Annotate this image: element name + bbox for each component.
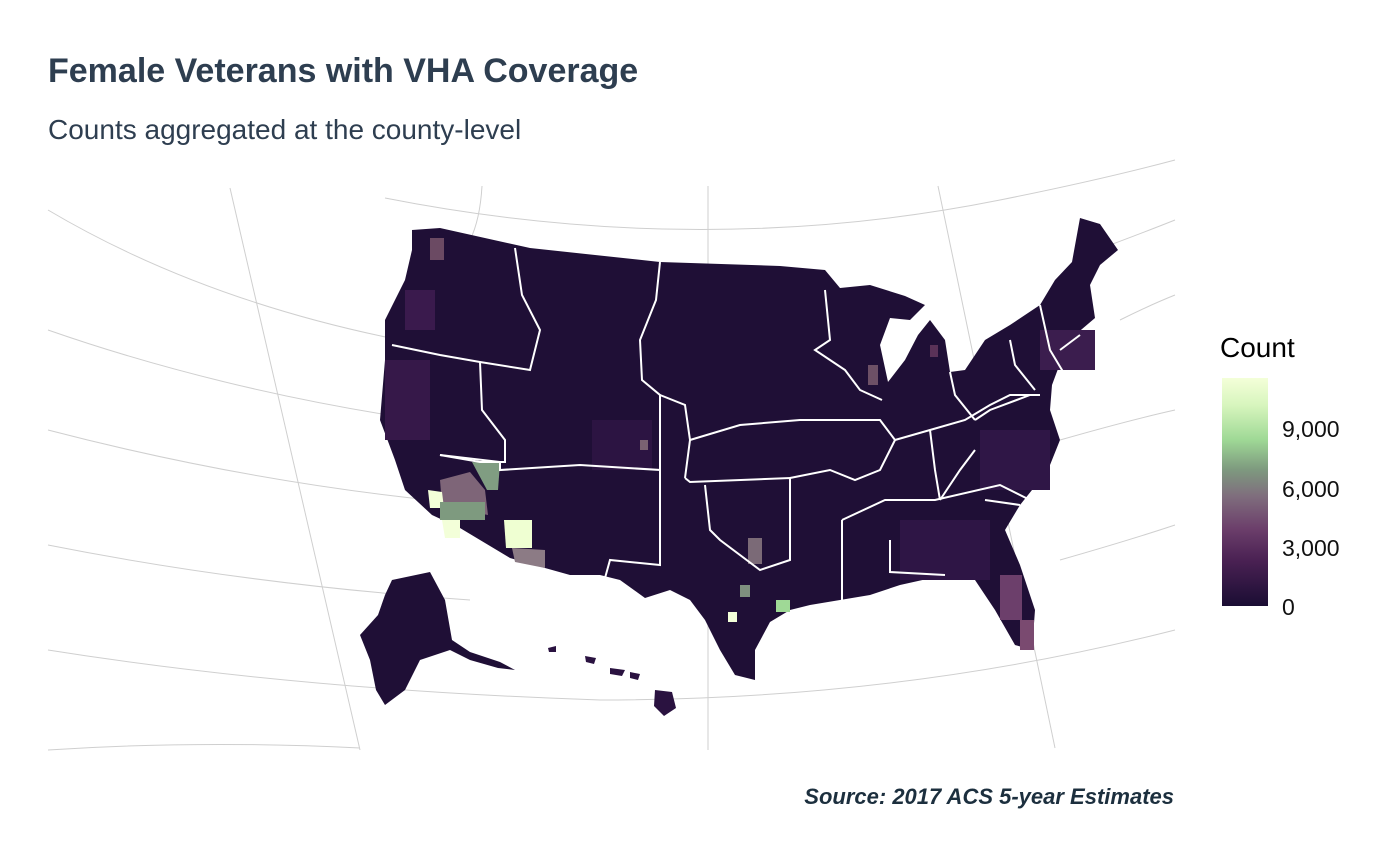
legend-tick (1268, 488, 1276, 490)
county-highlights (385, 238, 1095, 650)
source-caption: Source: 2017 ACS 5-year Estimates (804, 784, 1174, 809)
legend-tick (1268, 429, 1276, 431)
legend-tick-label-6000: 6,000 (1282, 476, 1340, 502)
legend-tick-label-3000: 3,000 (1282, 535, 1340, 561)
map-subtitle: Counts aggregated at the county-level (48, 114, 522, 145)
legend-tick (1268, 606, 1276, 608)
legend-title: Count (1220, 332, 1295, 363)
alaska-shape (360, 572, 515, 705)
map-title: Female Veterans with VHA Coverage (48, 52, 639, 90)
region-borders (391, 247, 1081, 600)
legend-tick-label-9000: 9,000 (1282, 416, 1340, 442)
legend-colorbar (1222, 378, 1268, 606)
legend-tick-label-0: 0 (1282, 594, 1295, 620)
hawaii-shape (548, 646, 676, 716)
legend-tick (1268, 547, 1276, 549)
